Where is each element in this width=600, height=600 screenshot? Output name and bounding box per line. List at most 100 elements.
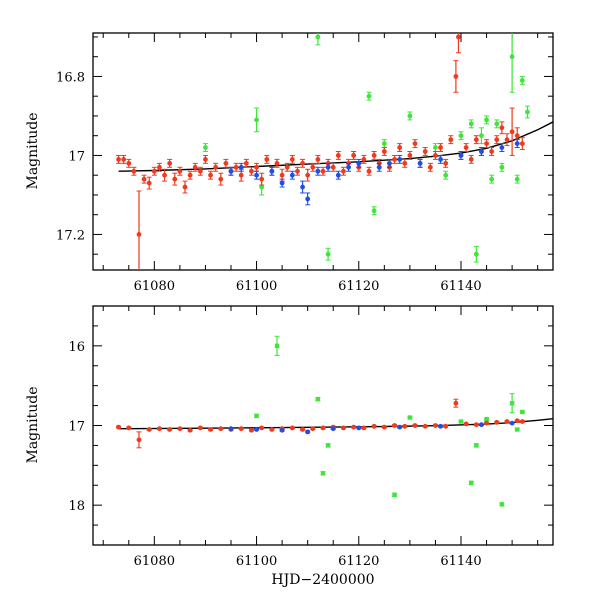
red-data-point xyxy=(126,425,132,431)
blue-data-point xyxy=(279,427,285,433)
red-data-point xyxy=(284,164,290,170)
green-data-point xyxy=(315,34,321,40)
red-data-point xyxy=(341,168,346,174)
x-axis-title: HJD−2400000 xyxy=(271,572,374,588)
red-data-point xyxy=(371,153,377,158)
blue-data-point xyxy=(509,420,515,426)
green-data-point xyxy=(499,164,505,170)
x-tick-label: 61120 xyxy=(338,279,379,294)
red-data-point xyxy=(453,400,459,406)
red-data-point xyxy=(381,149,387,154)
blue-data-point xyxy=(305,429,311,435)
red-data-point xyxy=(484,141,489,147)
top-ticks xyxy=(93,33,553,270)
red-data-point xyxy=(443,160,449,166)
red-data-point xyxy=(146,180,152,186)
red-data-point xyxy=(453,74,459,79)
blue-data-point xyxy=(335,172,341,178)
red-data-point xyxy=(361,157,367,162)
green-data-point xyxy=(407,113,413,119)
trend-line xyxy=(118,121,553,172)
red-data-point xyxy=(213,164,219,170)
red-data-point xyxy=(438,145,443,150)
x-tick-label: 61100 xyxy=(236,554,277,569)
green-data-point xyxy=(469,480,474,486)
red-data-point xyxy=(167,427,173,432)
blue-data-point xyxy=(238,164,244,170)
red-data-point xyxy=(494,419,500,425)
bottom-y-axis-title: Magnitude xyxy=(25,386,41,463)
blue-data-point xyxy=(279,180,285,186)
red-data-point xyxy=(341,425,346,431)
red-data-point xyxy=(514,418,520,424)
blue-data-point xyxy=(438,157,443,162)
red-data-point xyxy=(402,160,408,166)
blue-data-point xyxy=(315,168,321,174)
blue-data-point xyxy=(300,184,305,190)
red-data-point xyxy=(192,164,198,170)
red-data-point xyxy=(121,157,127,162)
red-data-point xyxy=(473,137,479,143)
red-data-point xyxy=(116,424,121,430)
blue-data-point xyxy=(254,172,259,178)
y-tick-label: 16 xyxy=(68,340,85,355)
top-plot-frame xyxy=(92,32,554,271)
green-data-point xyxy=(484,117,489,123)
red-data-point xyxy=(392,157,397,162)
green-data-point xyxy=(259,184,265,190)
blue-data-point xyxy=(458,153,464,158)
green-data-point xyxy=(473,251,479,257)
y-tick-label: 17.2 xyxy=(56,228,85,243)
red-data-point xyxy=(131,168,137,174)
red-data-point xyxy=(371,423,377,429)
red-data-point xyxy=(509,129,515,135)
red-data-point xyxy=(320,425,326,431)
x-tick-label: 61080 xyxy=(134,554,175,569)
bottom-panel: 61080 61100 61120 61140 16 17 18 Magnitude HJD… xyxy=(25,305,554,588)
green-data-point xyxy=(525,109,530,115)
blue-data-point xyxy=(346,164,351,170)
red-data-point xyxy=(218,176,224,182)
red-data-point xyxy=(392,423,397,428)
red-data-point xyxy=(468,157,474,162)
blue-data-point xyxy=(269,168,275,174)
red-data-point xyxy=(361,425,367,431)
green-data-point xyxy=(392,492,397,498)
red-data-point xyxy=(433,153,438,158)
red-data-point xyxy=(433,423,438,428)
green-data-point xyxy=(320,471,326,476)
red-data-point xyxy=(320,168,326,174)
red-data-point xyxy=(519,141,525,147)
blue-data-point xyxy=(397,424,403,430)
red-data-point xyxy=(443,423,449,429)
red-data-point xyxy=(315,157,321,162)
green-data-point xyxy=(325,443,331,448)
red-data-point xyxy=(172,176,178,182)
blue-data-point xyxy=(376,164,382,170)
red-data-point xyxy=(249,427,254,433)
red-data-point xyxy=(289,157,295,162)
red-data-point xyxy=(514,133,520,139)
red-data-point xyxy=(141,176,147,182)
green-data-point xyxy=(433,145,438,150)
red-data-point xyxy=(259,176,265,182)
red-data-point xyxy=(330,164,336,170)
red-data-point xyxy=(162,172,167,178)
red-data-point xyxy=(351,153,357,158)
bottom-points-layer xyxy=(116,335,525,507)
red-data-point xyxy=(484,420,489,426)
green-data-point xyxy=(474,443,479,448)
red-data-point xyxy=(305,172,311,178)
green-data-point xyxy=(519,78,525,83)
green-data-point xyxy=(514,176,520,182)
red-data-point xyxy=(197,168,203,174)
green-data-point xyxy=(325,251,331,257)
green-data-point xyxy=(509,400,515,406)
blue-data-point xyxy=(417,160,423,166)
red-data-point xyxy=(310,164,316,170)
blue-data-point xyxy=(387,160,392,166)
bottom-tick-labels: 61080 61100 61120 61140 16 17 18 xyxy=(68,340,481,569)
red-data-point xyxy=(463,421,469,427)
red-data-point xyxy=(335,153,341,158)
red-data-point xyxy=(208,172,213,178)
